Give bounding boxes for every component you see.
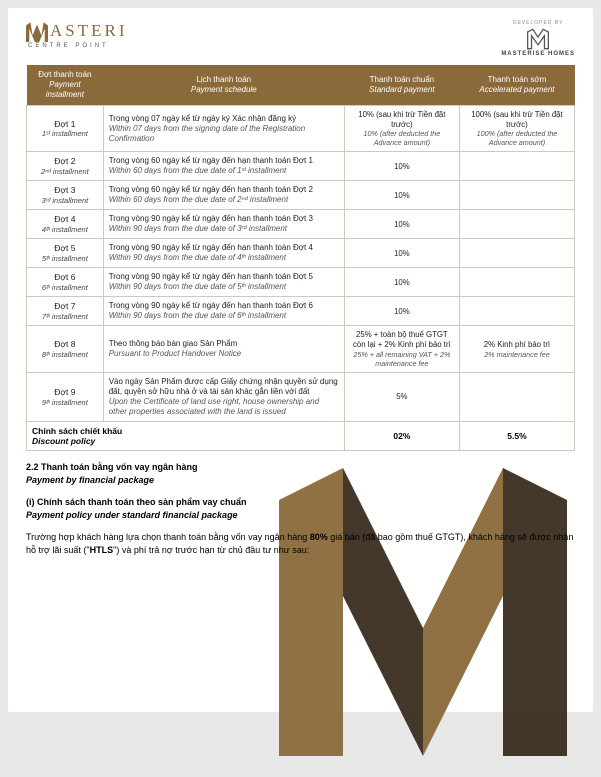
table-header: Đợt thanh toánPayment installment Lịch t…	[27, 65, 575, 106]
brand-wordmark: ASTERI	[26, 20, 128, 42]
col-installment: Đợt thanh toánPayment installment	[27, 65, 104, 106]
cell-schedule: Trong vòng 90 ngày kể từ ngày đến hạn th…	[103, 239, 344, 268]
cell-accelerated	[459, 181, 574, 210]
body-paragraph: Trường hợp khách hàng lựa chọn thanh toá…	[26, 531, 575, 557]
table-row: Đợt 99ᵗʰ installmentVào ngày Sản Phẩm đư…	[27, 372, 575, 421]
developer-m-icon	[525, 28, 551, 50]
cell-schedule: Trong vòng 90 ngày kể từ ngày đến hạn th…	[103, 210, 344, 239]
cell-accelerated	[459, 152, 574, 181]
brand-logo-left: ASTERI CENTRE POINT	[26, 20, 128, 49]
section-2-2: 2.2 Thanh toán bằng vốn vay ngân hàng Pa…	[26, 461, 575, 486]
cell-accelerated	[459, 297, 574, 326]
col-accelerated: Thanh toán sớmAccelerated payment	[459, 65, 574, 106]
discount-accelerated: 5.5%	[459, 421, 574, 450]
cell-standard: 10%	[344, 239, 459, 268]
cell-schedule: Trong vòng 07 ngày kể từ ngày ký Xác nhậ…	[103, 106, 344, 152]
table-row: Đợt 77ᵗʰ installmentTrong vòng 90 ngày k…	[27, 297, 575, 326]
table-row: Đợt 55ᵗʰ installmentTrong vòng 90 ngày k…	[27, 239, 575, 268]
section-title-vn: 2.2 Thanh toán bằng vốn vay ngân hàng	[26, 461, 575, 474]
cell-installment: Đợt 44ᵗʰ installment	[27, 210, 104, 239]
cell-schedule: Theo thông báo bàn giao Sản PhẩmPursuant…	[103, 326, 344, 372]
cell-standard: 10%	[344, 297, 459, 326]
discount-label: Chính sách chiết khấu Discount policy	[27, 421, 345, 450]
brand-text: ASTERI	[50, 21, 128, 41]
cell-installment: Đợt 55ᵗʰ installment	[27, 239, 104, 268]
cell-accelerated	[459, 210, 574, 239]
table-body: Đợt 11ˢᵗ installmentTrong vòng 07 ngày k…	[27, 106, 575, 422]
table-footer: Chính sách chiết khấu Discount policy 02…	[27, 421, 575, 450]
cell-schedule: Trong vòng 90 ngày kể từ ngày đến hạn th…	[103, 268, 344, 297]
table-row: Đợt 66ᵗʰ installmentTrong vòng 90 ngày k…	[27, 268, 575, 297]
brand-subtitle: CENTRE POINT	[28, 43, 109, 49]
cell-installment: Đợt 77ᵗʰ installment	[27, 297, 104, 326]
cell-installment: Đợt 11ˢᵗ installment	[27, 106, 104, 152]
cell-installment: Đợt 99ᵗʰ installment	[27, 372, 104, 421]
cell-installment: Đợt 33ʳᵈ installment	[27, 181, 104, 210]
cell-standard: 10%	[344, 210, 459, 239]
section-title-en: Payment by financial package	[26, 474, 575, 487]
cell-installment: Đợt 66ᵗʰ installment	[27, 268, 104, 297]
developed-by-label: DEVELOPED BY	[501, 20, 575, 26]
cell-accelerated	[459, 239, 574, 268]
developer-logo: DEVELOPED BY MASTERISE HOMES	[501, 20, 575, 57]
table-row: Đợt 33ʳᵈ installmentTrong vòng 60 ngày k…	[27, 181, 575, 210]
cell-schedule: Trong vòng 60 ngày kể từ ngày đến hạn th…	[103, 152, 344, 181]
cell-accelerated: 2% Kinh phí bảo trì2% maintenance fee	[459, 326, 574, 372]
cell-standard: 10%	[344, 152, 459, 181]
cell-installment: Đợt 88ᵗʰ installment	[27, 326, 104, 372]
col-standard: Thanh toán chuẩnStandard payment	[344, 65, 459, 106]
cell-standard: 5%	[344, 372, 459, 421]
cell-installment: Đợt 22ⁿᵈ installment	[27, 152, 104, 181]
cell-standard: 10% (sau khi trừ Tiền đặt trước)10% (aft…	[344, 106, 459, 152]
document-page: ASTERI CENTRE POINT DEVELOPED BY MASTERI…	[8, 8, 593, 712]
subsection-title-en: Payment policy under standard financial …	[26, 509, 575, 522]
cell-standard: 10%	[344, 181, 459, 210]
subsection-title-vn: (i) Chính sách thanh toán theo sản phẩm …	[26, 496, 575, 509]
cell-standard: 10%	[344, 268, 459, 297]
cell-standard: 25% + toàn bộ thuế GTGT còn lại + 2% Kin…	[344, 326, 459, 372]
table-row: Đợt 88ᵗʰ installmentTheo thông báo bàn g…	[27, 326, 575, 372]
table-row: Đợt 44ᵗʰ installmentTrong vòng 90 ngày k…	[27, 210, 575, 239]
col-schedule: Lịch thanh toánPayment schedule	[103, 65, 344, 106]
cell-schedule: Trong vòng 90 ngày kể từ ngày đến hạn th…	[103, 297, 344, 326]
header: ASTERI CENTRE POINT DEVELOPED BY MASTERI…	[26, 20, 575, 57]
cell-schedule: Vào ngày Sản Phẩm được cấp Giấy chứng nh…	[103, 372, 344, 421]
developer-name: MASTERISE HOMES	[501, 51, 575, 57]
table-row: Đợt 11ˢᵗ installmentTrong vòng 07 ngày k…	[27, 106, 575, 152]
payment-schedule-table: Đợt thanh toánPayment installment Lịch t…	[26, 65, 575, 451]
table-row: Đợt 22ⁿᵈ installmentTrong vòng 60 ngày k…	[27, 152, 575, 181]
section-i: (i) Chính sách thanh toán theo sản phẩm …	[26, 496, 575, 521]
cell-accelerated: 100% (sau khi trừ Tiền đặt trước)100% (a…	[459, 106, 574, 152]
discount-standard: 02%	[344, 421, 459, 450]
brand-m-icon	[26, 20, 48, 42]
cell-accelerated	[459, 372, 574, 421]
cell-accelerated	[459, 268, 574, 297]
cell-schedule: Trong vòng 60 ngày kể từ ngày đến hạn th…	[103, 181, 344, 210]
